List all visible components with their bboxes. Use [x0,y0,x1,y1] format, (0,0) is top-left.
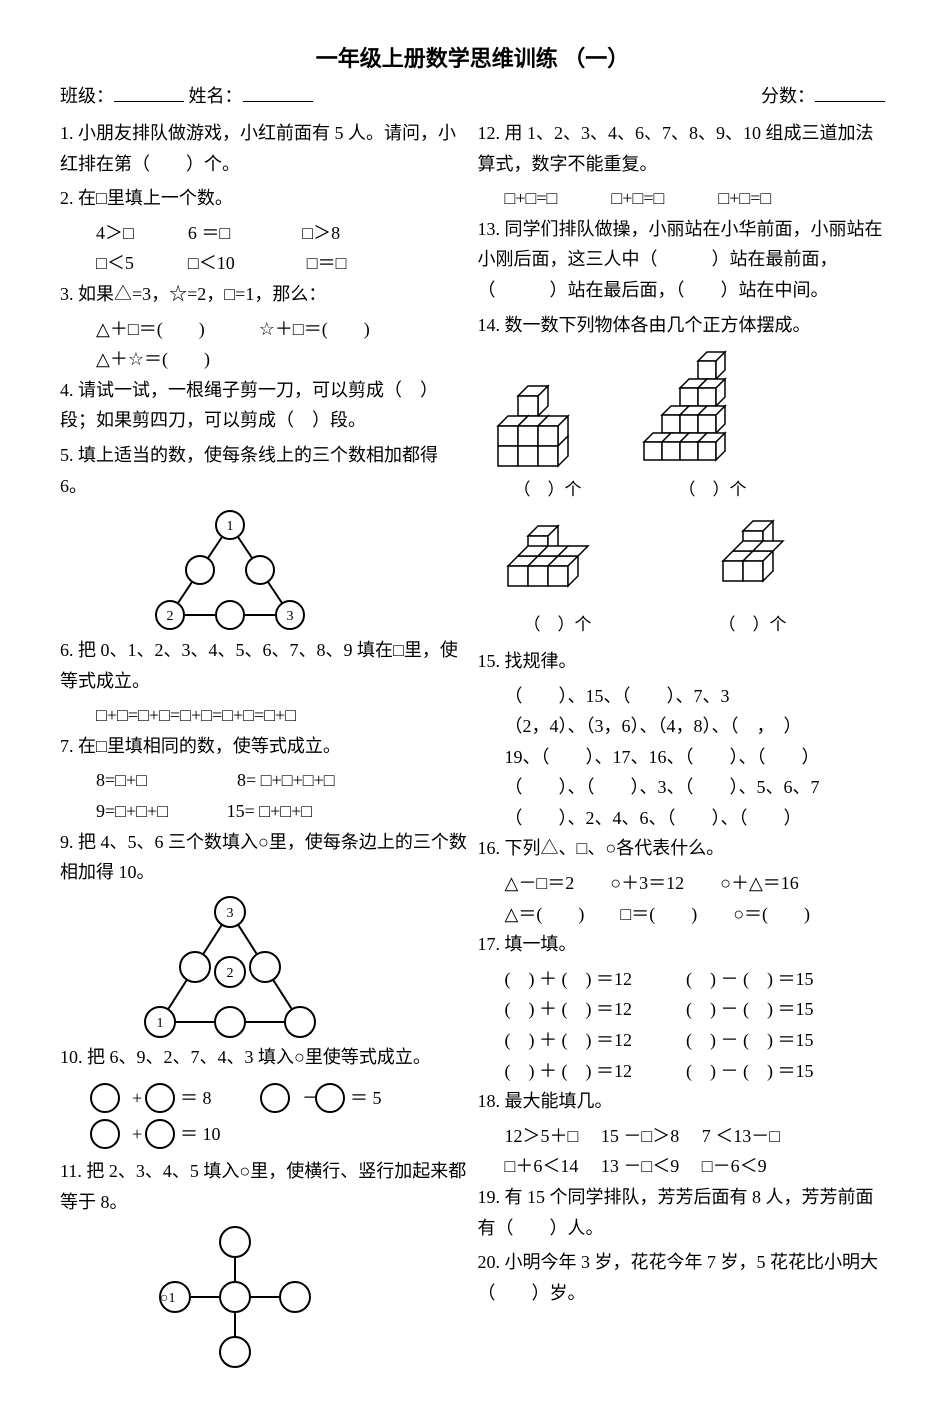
q11-figure: ○1 [150,1222,320,1372]
q20: 20. 小明今年 3 岁，花花今年 7 岁，5 花花比小明大（ ）岁。 [478,1247,886,1308]
svg-text:+: + [132,1124,142,1144]
svg-text:○1: ○1 [160,1291,175,1306]
q17: 17. 填一填。 [478,929,886,960]
header-row: 班级： 姓名： 分数： [60,81,885,112]
q18: 18. 最大能填几。 [478,1086,886,1117]
q19: 19. 有 15 个同学排队，芳芳后面有 8 人，芳芳前面有（ ）人。 [478,1182,886,1243]
cube-label-3: （ ）个 [488,611,628,640]
q5: 5. 填上适当的数，使每条线上的三个数相加都得 6。 [60,440,468,501]
q18a: 12＞5＋□ 15 －□＞8 7 ＜13－□ [478,1121,886,1152]
cube-fig-2 [628,346,798,476]
svg-text:＝ 10: ＝ 10 [180,1124,221,1144]
q17-1: ( ) ＋ ( ) ＝12 ( ) － ( ) ＝15 [478,964,886,995]
left-column: 1. 小朋友排队做游戏，小红前面有 5 人。请问，小红排在第（ ）个。 2. 在… [60,118,468,1372]
q7-line-b: 9=□+□+□ 15= □+□+□ [60,796,468,827]
class-label: 班级： [60,86,114,106]
q2-line-b: □＜5 □＜10 □＝□ [60,248,468,279]
q15e: （ ）、2、4、6、（ ）、（ ） [478,803,886,834]
q17-2: ( ) ＋ ( ) ＝12 ( ) － ( ) ＝15 [478,994,886,1025]
worksheet-title: 一年级上册数学思维训练 （一） [60,40,885,77]
q2-line-a: 4＞□ 6 ＝□ □＞8 [60,218,468,249]
svg-text:3: 3 [227,906,234,921]
q3: 3. 如果△=3，☆=2，□=1，那么： [60,279,468,310]
q11: 11. 把 2、3、4、5 填入○里，使横行、竖行加起来都等于 8。 [60,1156,468,1217]
q17-3: ( ) ＋ ( ) ＝12 ( ) － ( ) ＝15 [478,1025,886,1056]
q15c: 19、（ ）、17、16、（ ）、（ ） [478,742,886,773]
q9-figure: 3 2 1 [130,892,330,1042]
q13: 13. 同学们排队做操，小丽站在小华前面，小丽站在小刚后面，这三人中（ ）站在最… [478,214,886,306]
right-column: 12. 用 1、2、3、4、6、7、8、9、10 组成三道加法算式，数字不能重复… [478,118,886,1372]
class-blank[interactable] [114,83,184,102]
q9: 9. 把 4、5、6 三个数填入○里，使每条边上的三个数相加得 10。 [60,827,468,888]
svg-text:1: 1 [227,519,234,534]
q7-line-a: 8=□+□ 8= □+□+□+□ [60,765,468,796]
svg-text:1: 1 [157,1016,164,1031]
q1: 1. 小朋友排队做游戏，小红前面有 5 人。请问，小红排在第（ ）个。 [60,118,468,179]
q14-row2: （ ）个 （ ）个 [488,511,886,640]
svg-text:2: 2 [167,609,174,624]
q2: 2. 在□里填上一个数。 [60,183,468,214]
q14-row1: （ ）个 （ ） [488,346,886,505]
q17-4: ( ) ＋ ( ) ＝12 ( ) － ( ) ＝15 [478,1056,886,1087]
svg-text:+: + [132,1088,142,1108]
name-blank[interactable] [243,83,313,102]
name-label: 姓名： [189,86,243,106]
q15d: （ ）、（ ）、3、（ ）、5、6、7 [478,772,886,803]
svg-text:＝ 5: ＝ 5 [350,1088,382,1108]
q6-line: □+□=□+□=□+□=□+□=□+□ [60,700,468,731]
q3-line-b: △＋☆＝( ) [60,344,468,375]
cube-label-4: （ ）个 [698,611,808,640]
q12-line: □+□=□ □+□=□ □+□=□ [478,183,886,214]
q10-figure: + ＝ 8 － ＝ 5 + ＝ 10 [80,1076,440,1156]
q12: 12. 用 1、2、3、4、6、7、8、9、10 组成三道加法算式，数字不能重复… [478,118,886,179]
cube-fig-3 [488,511,628,611]
svg-text:3: 3 [287,609,294,624]
q16a: △－□＝2 ○＋3＝12 ○＋△＝16 [478,868,886,899]
cube-fig-1 [488,366,608,476]
q15: 15. 找规律。 [478,646,886,677]
q18b: □＋6＜14 13 －□＜9 □－6＜9 [478,1151,886,1182]
q16b: △＝( ) □＝( ) ○＝( ) [478,899,886,930]
q10: 10. 把 6、9、2、7、4、3 填入○里使等式成立。 [60,1042,468,1073]
cube-fig-4 [698,511,808,611]
q16: 16. 下列△、□、○各代表什么。 [478,833,886,864]
q5-figure: 1 2 3 [140,505,320,635]
score-label: 分数： [761,86,815,106]
svg-text:2: 2 [227,966,234,981]
q4: 4. 请试一试，一根绳子剪一刀，可以剪成（ ）段；如果剪四刀，可以剪成（ ）段。 [60,375,468,436]
svg-text:＝ 8: ＝ 8 [180,1088,212,1108]
q6: 6. 把 0、1、2、3、4、5、6、7、8、9 填在□里，使等式成立。 [60,635,468,696]
cube-label-1: （ ）个 [488,476,608,505]
q14: 14. 数一数下列物体各由几个正方体摆成。 [478,310,886,341]
q7: 7. 在□里填相同的数，使等式成立。 [60,731,468,762]
q15a: （ ）、15、（ ）、7、3 [478,681,886,712]
score-blank[interactable] [815,83,885,102]
q15b: （2，4）、（3，6）、（4，8）、（ ， ） [478,711,886,742]
cube-label-2: （ ）个 [628,476,798,505]
q3-line-a: △＋□＝( ) ☆＋□＝( ) [60,314,468,345]
